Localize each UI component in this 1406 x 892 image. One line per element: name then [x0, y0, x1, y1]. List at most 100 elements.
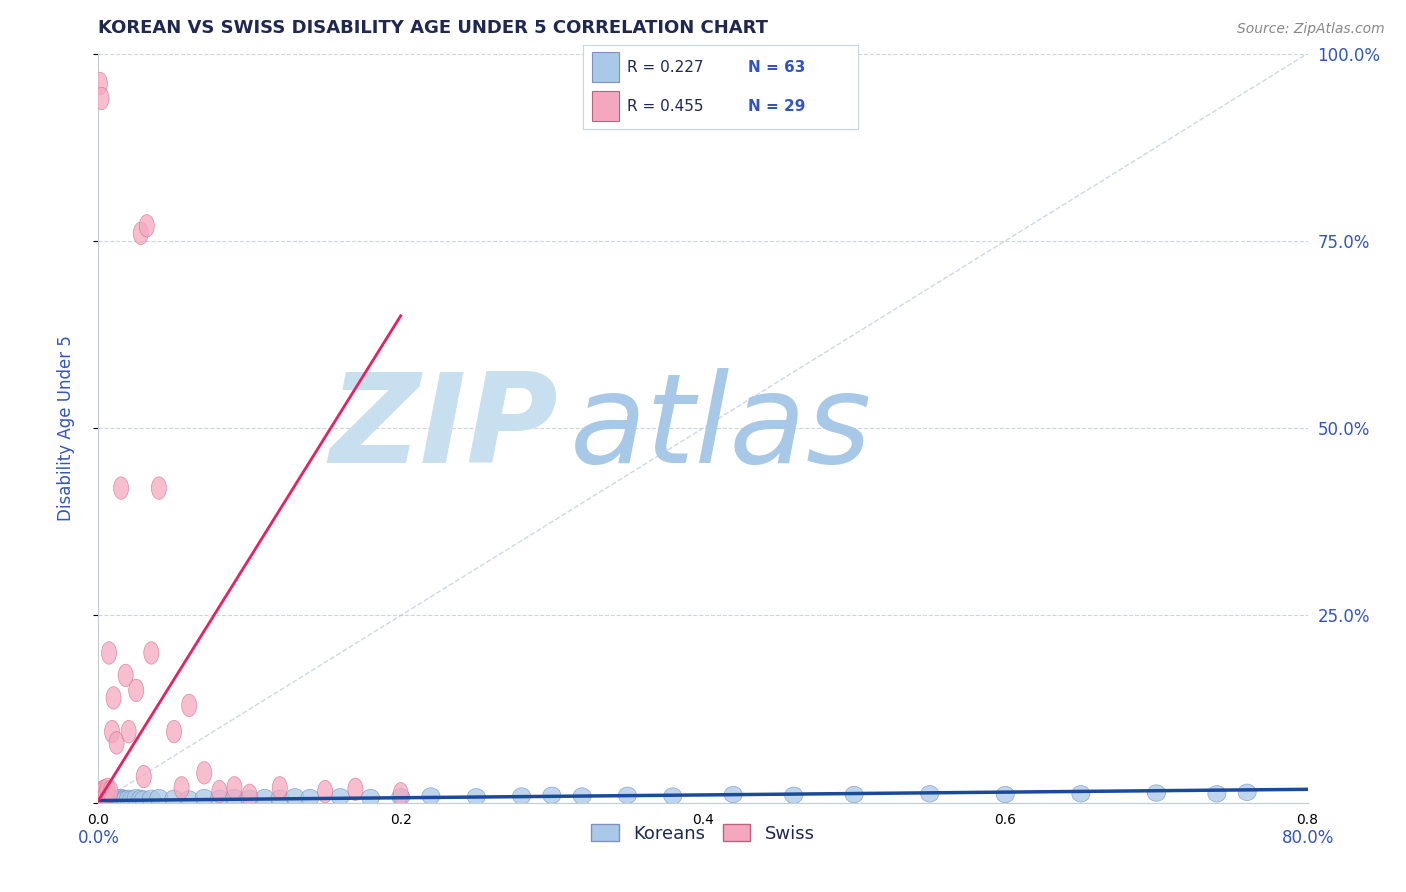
Ellipse shape: [94, 87, 110, 110]
Ellipse shape: [97, 792, 115, 809]
Ellipse shape: [152, 477, 166, 500]
Ellipse shape: [467, 789, 485, 805]
Ellipse shape: [118, 665, 134, 687]
Text: Source: ZipAtlas.com: Source: ZipAtlas.com: [1237, 22, 1385, 37]
Ellipse shape: [845, 787, 863, 803]
Ellipse shape: [134, 222, 148, 244]
Ellipse shape: [226, 777, 242, 799]
Text: 0.0%: 0.0%: [77, 829, 120, 847]
Text: N = 63: N = 63: [748, 60, 806, 75]
Ellipse shape: [110, 731, 124, 754]
Ellipse shape: [96, 789, 114, 805]
Ellipse shape: [347, 778, 363, 800]
Ellipse shape: [135, 791, 153, 807]
Ellipse shape: [120, 790, 138, 806]
Ellipse shape: [195, 789, 214, 805]
Ellipse shape: [127, 789, 145, 805]
Ellipse shape: [318, 780, 333, 803]
Ellipse shape: [1239, 784, 1256, 800]
Ellipse shape: [98, 791, 117, 808]
Ellipse shape: [100, 778, 115, 800]
Ellipse shape: [100, 792, 118, 809]
Ellipse shape: [110, 790, 127, 806]
Ellipse shape: [301, 789, 319, 805]
Ellipse shape: [103, 780, 118, 803]
Ellipse shape: [98, 782, 114, 805]
Ellipse shape: [664, 788, 682, 805]
Ellipse shape: [332, 789, 349, 805]
Ellipse shape: [513, 788, 530, 805]
Ellipse shape: [165, 790, 183, 806]
Legend: Koreans, Swiss: Koreans, Swiss: [585, 817, 821, 850]
Ellipse shape: [97, 791, 115, 807]
Ellipse shape: [103, 789, 121, 805]
Ellipse shape: [97, 780, 112, 802]
Ellipse shape: [103, 792, 121, 809]
Ellipse shape: [997, 787, 1014, 803]
Ellipse shape: [1071, 786, 1090, 802]
Ellipse shape: [921, 786, 939, 802]
Ellipse shape: [101, 791, 120, 808]
Ellipse shape: [93, 792, 111, 809]
Ellipse shape: [1147, 785, 1166, 801]
Ellipse shape: [225, 789, 243, 805]
Ellipse shape: [392, 789, 409, 805]
Ellipse shape: [132, 790, 150, 806]
Ellipse shape: [114, 791, 132, 808]
Ellipse shape: [422, 788, 440, 805]
Ellipse shape: [212, 780, 226, 803]
Ellipse shape: [96, 791, 114, 808]
Ellipse shape: [724, 787, 742, 803]
Ellipse shape: [111, 791, 129, 807]
Ellipse shape: [105, 687, 121, 709]
Ellipse shape: [394, 782, 408, 805]
Ellipse shape: [122, 791, 141, 807]
Ellipse shape: [143, 641, 159, 665]
Ellipse shape: [285, 789, 304, 805]
Ellipse shape: [112, 789, 131, 805]
Text: KOREAN VS SWISS DISABILITY AGE UNDER 5 CORRELATION CHART: KOREAN VS SWISS DISABILITY AGE UNDER 5 C…: [98, 19, 769, 37]
Ellipse shape: [619, 787, 637, 804]
Ellipse shape: [93, 72, 107, 95]
Ellipse shape: [136, 765, 152, 788]
Ellipse shape: [129, 679, 143, 702]
Ellipse shape: [94, 790, 112, 806]
Ellipse shape: [211, 790, 228, 806]
Ellipse shape: [114, 477, 129, 500]
Ellipse shape: [93, 791, 111, 807]
Ellipse shape: [107, 791, 125, 808]
Ellipse shape: [150, 789, 167, 805]
Ellipse shape: [197, 762, 212, 784]
Text: R = 0.227: R = 0.227: [627, 60, 704, 75]
Ellipse shape: [91, 791, 110, 808]
Ellipse shape: [181, 694, 197, 716]
Text: R = 0.455: R = 0.455: [627, 99, 704, 114]
Ellipse shape: [256, 789, 274, 805]
Ellipse shape: [94, 782, 110, 805]
Ellipse shape: [100, 789, 118, 805]
Ellipse shape: [96, 780, 111, 803]
Ellipse shape: [121, 721, 136, 743]
Ellipse shape: [174, 777, 190, 799]
Ellipse shape: [115, 790, 134, 806]
Ellipse shape: [142, 790, 160, 806]
Ellipse shape: [98, 790, 117, 806]
Ellipse shape: [574, 788, 591, 805]
Ellipse shape: [240, 790, 259, 806]
Ellipse shape: [1208, 786, 1226, 802]
Ellipse shape: [242, 784, 257, 806]
Ellipse shape: [104, 791, 122, 808]
Ellipse shape: [785, 787, 803, 804]
Ellipse shape: [117, 791, 135, 807]
Text: N = 29: N = 29: [748, 99, 806, 114]
Y-axis label: Disability Age Under 5: Disability Age Under 5: [56, 335, 75, 521]
Ellipse shape: [101, 790, 120, 806]
Ellipse shape: [93, 784, 107, 806]
Ellipse shape: [104, 721, 120, 743]
Text: atlas: atlas: [569, 368, 872, 489]
Ellipse shape: [271, 790, 288, 806]
Ellipse shape: [94, 792, 112, 809]
Ellipse shape: [101, 641, 117, 665]
Text: ZIP: ZIP: [329, 368, 558, 489]
Ellipse shape: [273, 777, 287, 799]
